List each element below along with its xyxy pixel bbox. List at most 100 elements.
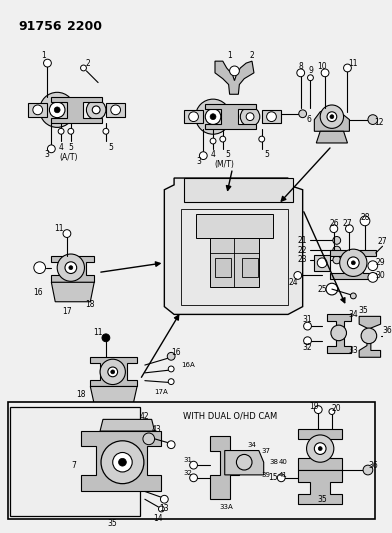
Circle shape [63, 230, 71, 238]
Circle shape [68, 128, 74, 134]
Polygon shape [90, 357, 137, 386]
Circle shape [108, 367, 118, 377]
Text: 23: 23 [298, 255, 307, 264]
Circle shape [277, 474, 285, 482]
Polygon shape [225, 450, 264, 475]
Text: 17A: 17A [154, 389, 168, 395]
Text: 8: 8 [298, 61, 303, 70]
Circle shape [210, 138, 216, 144]
Circle shape [200, 152, 207, 159]
Text: 34: 34 [248, 442, 256, 448]
Circle shape [103, 128, 109, 134]
Text: 37: 37 [261, 448, 270, 454]
Circle shape [331, 325, 347, 341]
Text: 19: 19 [310, 402, 319, 411]
Text: 3: 3 [44, 150, 49, 159]
Circle shape [34, 262, 45, 273]
Circle shape [167, 441, 175, 449]
Circle shape [101, 441, 144, 483]
Text: 32: 32 [303, 343, 312, 352]
Circle shape [240, 107, 260, 126]
Circle shape [190, 474, 198, 482]
Polygon shape [100, 419, 154, 431]
Circle shape [340, 249, 367, 277]
Text: 41: 41 [279, 472, 288, 478]
Text: 1: 1 [41, 51, 46, 60]
Polygon shape [51, 256, 94, 282]
Text: 35: 35 [358, 306, 368, 315]
Circle shape [111, 370, 115, 374]
Polygon shape [81, 431, 162, 491]
Text: 17: 17 [62, 307, 72, 316]
Circle shape [308, 75, 313, 80]
Circle shape [345, 225, 353, 232]
Text: 2: 2 [250, 51, 254, 60]
Circle shape [69, 266, 73, 270]
Polygon shape [330, 250, 376, 279]
Circle shape [317, 258, 327, 268]
Circle shape [168, 379, 174, 384]
Circle shape [361, 328, 377, 344]
Text: 36: 36 [368, 461, 377, 470]
Polygon shape [215, 61, 254, 94]
Circle shape [347, 257, 359, 269]
Polygon shape [196, 214, 274, 238]
Bar [314, 255, 330, 271]
Bar [10, 407, 140, 516]
Text: 20: 20 [332, 404, 341, 413]
Text: 2200: 2200 [67, 20, 102, 33]
Text: 32: 32 [183, 470, 192, 476]
Circle shape [102, 334, 110, 342]
Text: 30: 30 [376, 271, 385, 280]
Text: 3: 3 [196, 157, 201, 166]
Circle shape [329, 409, 335, 415]
Polygon shape [327, 314, 351, 353]
Circle shape [297, 69, 305, 77]
Circle shape [333, 246, 341, 254]
Text: 11: 11 [54, 224, 64, 233]
Text: 6: 6 [306, 115, 311, 124]
Circle shape [118, 458, 126, 466]
Circle shape [220, 136, 226, 142]
Circle shape [330, 225, 338, 232]
Circle shape [350, 293, 356, 299]
Text: 1: 1 [227, 51, 232, 60]
Circle shape [196, 99, 230, 134]
Circle shape [57, 254, 84, 281]
Polygon shape [90, 386, 137, 404]
Bar [106, 103, 125, 117]
Circle shape [327, 112, 337, 122]
Text: 26: 26 [329, 219, 339, 228]
Text: 28: 28 [360, 213, 370, 222]
Text: 11: 11 [348, 59, 358, 68]
Polygon shape [359, 317, 381, 357]
Text: 24: 24 [288, 278, 298, 287]
Text: 5: 5 [225, 150, 230, 159]
Text: 15: 15 [269, 473, 278, 482]
Polygon shape [314, 108, 349, 131]
Circle shape [368, 272, 377, 282]
Polygon shape [298, 470, 341, 504]
Circle shape [267, 112, 276, 122]
Circle shape [307, 435, 334, 462]
Text: 42: 42 [140, 412, 150, 421]
Circle shape [49, 102, 65, 118]
Text: 91756: 91756 [18, 20, 62, 33]
Text: 5: 5 [68, 143, 73, 152]
Bar [215, 258, 230, 277]
Circle shape [160, 495, 168, 503]
Circle shape [259, 136, 265, 142]
Circle shape [230, 66, 240, 76]
Circle shape [360, 216, 370, 226]
Text: 10: 10 [318, 61, 327, 70]
Circle shape [86, 100, 106, 119]
Circle shape [58, 128, 64, 134]
Circle shape [294, 271, 302, 279]
Circle shape [333, 256, 341, 264]
Polygon shape [205, 104, 256, 130]
Text: 12: 12 [374, 118, 383, 127]
Circle shape [304, 322, 311, 330]
Circle shape [158, 506, 164, 512]
Text: 4: 4 [211, 150, 216, 159]
Polygon shape [51, 282, 94, 302]
